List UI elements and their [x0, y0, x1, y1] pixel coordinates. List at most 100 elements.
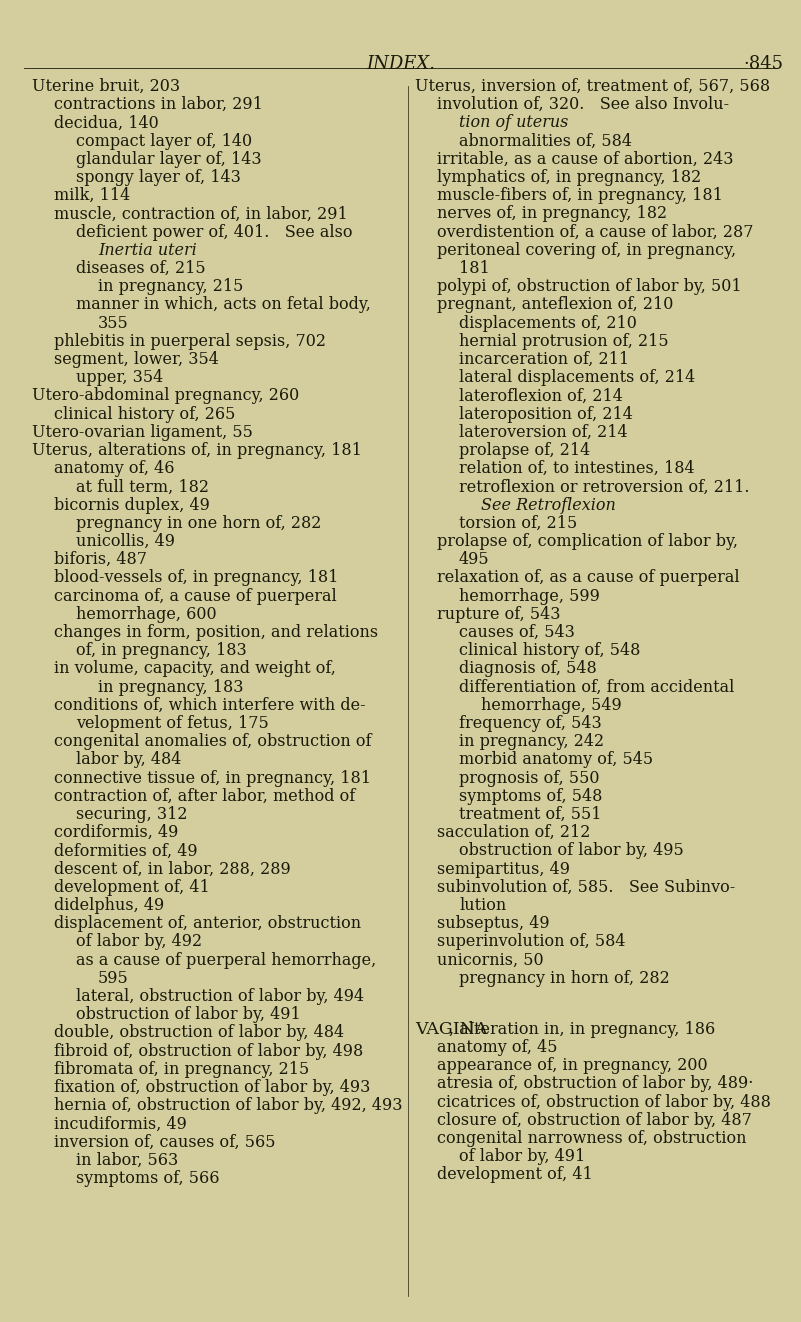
Text: Utero-ovarian ligament, 55: Utero-ovarian ligament, 55	[32, 424, 253, 440]
Text: development of, 41: development of, 41	[54, 879, 210, 896]
Text: See Retroflexion: See Retroflexion	[481, 497, 616, 514]
Text: milk, 114: milk, 114	[54, 188, 131, 204]
Text: incarceration of, 211: incarceration of, 211	[459, 352, 629, 368]
Text: atresia of, obstruction of labor by, 489·: atresia of, obstruction of labor by, 489…	[437, 1075, 754, 1092]
Text: biforis, 487: biforis, 487	[54, 551, 147, 568]
Text: as a cause of puerperal hemorrhage,: as a cause of puerperal hemorrhage,	[76, 952, 376, 969]
Text: hernia of, obstruction of labor by, 492, 493: hernia of, obstruction of labor by, 492,…	[54, 1097, 402, 1114]
Text: bicornis duplex, 49: bicornis duplex, 49	[54, 497, 210, 514]
Text: muscle-fibers of, in pregnancy, 181: muscle-fibers of, in pregnancy, 181	[437, 188, 723, 204]
Text: hemorrhage, 600: hemorrhage, 600	[76, 605, 216, 623]
Text: prognosis of, 550: prognosis of, 550	[459, 769, 599, 787]
Text: velopment of fetus, 175: velopment of fetus, 175	[76, 715, 269, 732]
Text: pregnant, anteflexion of, 210: pregnant, anteflexion of, 210	[437, 296, 674, 313]
Text: frequency of, 543: frequency of, 543	[459, 715, 602, 732]
Text: 355: 355	[98, 315, 129, 332]
Text: labor by, 484: labor by, 484	[76, 751, 181, 768]
Text: symptoms of, 566: symptoms of, 566	[76, 1170, 219, 1187]
Text: in pregnancy, 242: in pregnancy, 242	[459, 734, 604, 750]
Text: treatment of, 551: treatment of, 551	[459, 806, 602, 824]
Text: fibromata of, in pregnancy, 215: fibromata of, in pregnancy, 215	[54, 1060, 309, 1077]
Text: lateroversion of, 214: lateroversion of, 214	[459, 424, 628, 440]
Text: overdistention of, a cause of labor, 287: overdistention of, a cause of labor, 287	[437, 223, 754, 241]
Text: abnormalities of, 584: abnormalities of, 584	[459, 132, 632, 149]
Text: descent of, in labor, 288, 289: descent of, in labor, 288, 289	[54, 861, 291, 878]
Text: 595: 595	[98, 970, 129, 986]
Text: Inertia uteri: Inertia uteri	[98, 242, 197, 259]
Text: unicollis, 49: unicollis, 49	[76, 533, 175, 550]
Text: deformities of, 49: deformities of, 49	[54, 842, 198, 859]
Text: congenital anomalies of, obstruction of: congenital anomalies of, obstruction of	[54, 734, 372, 750]
Text: contractions in labor, 291: contractions in labor, 291	[54, 97, 263, 114]
Text: cordiformis, 49: cordiformis, 49	[54, 824, 179, 841]
Text: in volume, capacity, and weight of,: in volume, capacity, and weight of,	[54, 661, 336, 677]
Text: compact layer of, 140: compact layer of, 140	[76, 132, 252, 149]
Text: retroflexion or retroversion of, 211.: retroflexion or retroversion of, 211.	[459, 479, 750, 496]
Text: congenital narrowness of, obstruction: congenital narrowness of, obstruction	[437, 1130, 747, 1147]
Text: superinvolution of, 584: superinvolution of, 584	[437, 933, 626, 951]
Text: symptoms of, 548: symptoms of, 548	[459, 788, 602, 805]
Text: displacements of, 210: displacements of, 210	[459, 315, 637, 332]
Text: muscle, contraction of, in labor, 291: muscle, contraction of, in labor, 291	[54, 205, 348, 222]
Text: irritable, as a cause of abortion, 243: irritable, as a cause of abortion, 243	[437, 151, 734, 168]
Text: connective tissue of, in pregnancy, 181: connective tissue of, in pregnancy, 181	[54, 769, 371, 787]
Text: sacculation of, 212: sacculation of, 212	[437, 824, 590, 841]
Text: anatomy of, 45: anatomy of, 45	[437, 1039, 557, 1056]
Text: rupture of, 543: rupture of, 543	[437, 605, 561, 623]
Text: diagnosis of, 548: diagnosis of, 548	[459, 661, 597, 677]
Text: lymphatics of, in pregnancy, 182: lymphatics of, in pregnancy, 182	[437, 169, 701, 186]
Text: clinical history of, 548: clinical history of, 548	[459, 642, 640, 660]
Text: lateroflexion of, 214: lateroflexion of, 214	[459, 387, 623, 405]
Text: semipartitus, 49: semipartitus, 49	[437, 861, 570, 878]
Text: at full term, 182: at full term, 182	[76, 479, 209, 496]
Text: lateral, obstruction of labor by, 494: lateral, obstruction of labor by, 494	[76, 988, 364, 1005]
Text: morbid anatomy of, 545: morbid anatomy of, 545	[459, 751, 653, 768]
Text: peritoneal covering of, in pregnancy,: peritoneal covering of, in pregnancy,	[437, 242, 736, 259]
Text: prolapse of, complication of labor by,: prolapse of, complication of labor by,	[437, 533, 738, 550]
Text: unicornis, 50: unicornis, 50	[437, 952, 544, 969]
Text: hemorrhage, 549: hemorrhage, 549	[481, 697, 622, 714]
Text: involution of, 320.   See also Involu-: involution of, 320. See also Involu-	[437, 97, 729, 114]
Text: securing, 312: securing, 312	[76, 806, 187, 824]
Text: pregnancy in horn of, 282: pregnancy in horn of, 282	[459, 970, 670, 986]
Text: spongy layer of, 143: spongy layer of, 143	[76, 169, 241, 186]
Text: in pregnancy, 183: in pregnancy, 183	[98, 678, 244, 695]
Text: appearance of, in pregnancy, 200: appearance of, in pregnancy, 200	[437, 1058, 707, 1075]
Text: Uterus, inversion of, treatment of, 567, 568: Uterus, inversion of, treatment of, 567,…	[415, 78, 770, 95]
Text: , alteration in, in pregnancy, 186: , alteration in, in pregnancy, 186	[449, 1021, 715, 1038]
Text: prolapse of, 214: prolapse of, 214	[459, 442, 590, 459]
Text: pregnancy in one horn of, 282: pregnancy in one horn of, 282	[76, 514, 321, 531]
Text: Utero-abdominal pregnancy, 260: Utero-abdominal pregnancy, 260	[32, 387, 300, 405]
Text: causes of, 543: causes of, 543	[459, 624, 575, 641]
Text: closure of, obstruction of labor by, 487: closure of, obstruction of labor by, 487	[437, 1112, 752, 1129]
Text: upper, 354: upper, 354	[76, 369, 163, 386]
Text: changes in form, position, and relations: changes in form, position, and relations	[54, 624, 378, 641]
Text: contraction of, after labor, method of: contraction of, after labor, method of	[54, 788, 356, 805]
Text: torsion of, 215: torsion of, 215	[459, 514, 578, 531]
Text: cicatrices of, obstruction of labor by, 488: cicatrices of, obstruction of labor by, …	[437, 1093, 771, 1110]
Text: clinical history of, 265: clinical history of, 265	[54, 406, 235, 423]
Text: development of, 41: development of, 41	[437, 1166, 593, 1183]
Text: relation of, to intestines, 184: relation of, to intestines, 184	[459, 460, 694, 477]
Text: Uterine bruit, 203: Uterine bruit, 203	[32, 78, 180, 95]
Text: lution: lution	[459, 898, 506, 914]
Text: Uterus, alterations of, in pregnancy, 181: Uterus, alterations of, in pregnancy, 18…	[32, 442, 362, 459]
Text: subseptus, 49: subseptus, 49	[437, 915, 549, 932]
Text: of labor by, 491: of labor by, 491	[459, 1149, 586, 1165]
Text: conditions of, which interfere with de-: conditions of, which interfere with de-	[54, 697, 365, 714]
Text: in pregnancy, 215: in pregnancy, 215	[98, 278, 244, 295]
Text: hernial protrusion of, 215: hernial protrusion of, 215	[459, 333, 669, 350]
Text: 495: 495	[459, 551, 489, 568]
Text: nerves of, in pregnancy, 182: nerves of, in pregnancy, 182	[437, 205, 667, 222]
Text: anatomy of, 46: anatomy of, 46	[54, 460, 175, 477]
Text: manner in which, acts on fetal body,: manner in which, acts on fetal body,	[76, 296, 371, 313]
Text: double, obstruction of labor by, 484: double, obstruction of labor by, 484	[54, 1025, 344, 1042]
Text: carcinoma of, a cause of puerperal: carcinoma of, a cause of puerperal	[54, 587, 336, 604]
Text: of, in pregnancy, 183: of, in pregnancy, 183	[76, 642, 247, 660]
Text: incudiformis, 49: incudiformis, 49	[54, 1116, 187, 1133]
Text: didelphus, 49: didelphus, 49	[54, 898, 164, 914]
Text: obstruction of labor by, 491: obstruction of labor by, 491	[76, 1006, 300, 1023]
Text: VAGINA: VAGINA	[415, 1021, 487, 1038]
Text: 181: 181	[459, 260, 489, 278]
Text: segment, lower, 354: segment, lower, 354	[54, 352, 219, 368]
